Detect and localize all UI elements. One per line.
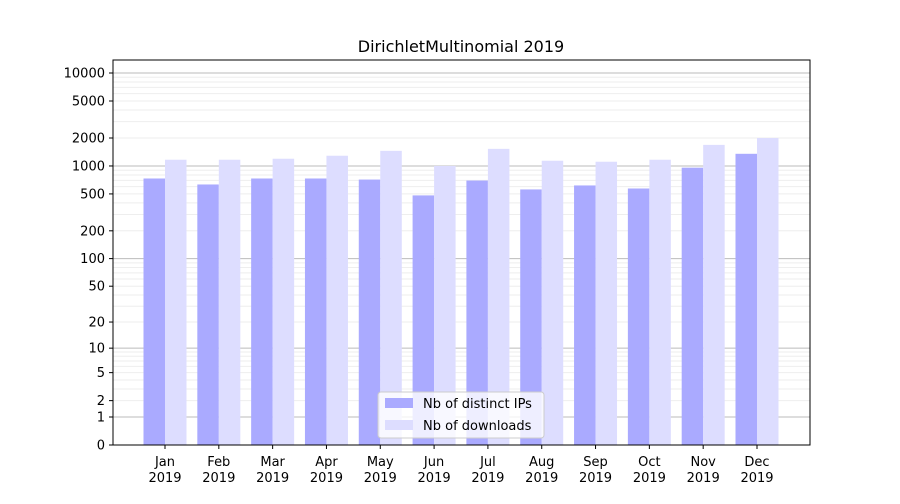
legend-label-ips: Nb of distinct IPs xyxy=(423,397,532,412)
bar-ips xyxy=(627,188,650,446)
y-tick-label: 100 xyxy=(80,252,105,267)
y-tick-label: 10 xyxy=(88,342,105,357)
chart-title: DirichletMultinomial 2019 xyxy=(358,37,564,56)
bar-downloads xyxy=(380,150,402,446)
bar-ips xyxy=(412,195,435,445)
bar-downloads xyxy=(757,137,779,445)
bar-downloads xyxy=(326,155,348,445)
y-tick-label: 10000 xyxy=(64,67,105,82)
bar-ips xyxy=(358,179,381,445)
bar-ips xyxy=(520,189,542,445)
legend-swatch-downloads xyxy=(385,420,413,430)
x-axis: Jan 2019 Feb 2019 Mar 2019 Apr 2019 May 2019 Jun 20… xyxy=(148,445,774,486)
bar-downloads xyxy=(165,159,187,446)
legend: Nb of distinct IPs Nb of downloads xyxy=(377,391,545,439)
x-tick-label: Apr 2019 xyxy=(310,455,343,486)
x-tick-label: Mar 2019 xyxy=(256,455,289,486)
y-tick-label: 200 xyxy=(80,224,105,239)
legend-box xyxy=(377,391,545,439)
bar-downloads xyxy=(487,148,510,446)
y-tick-label: 2 xyxy=(97,394,105,409)
y-tick-label: 1000 xyxy=(72,159,105,174)
y-tick-label: 5 xyxy=(97,366,105,381)
x-tick-label: Jun 2019 xyxy=(418,455,451,486)
bar-ips xyxy=(681,167,704,445)
x-tick-label: Oct 2019 xyxy=(633,455,666,486)
legend-swatch-ips xyxy=(385,398,413,408)
bar-downloads xyxy=(649,159,671,446)
bars xyxy=(143,137,779,446)
y-tick-label: 0 xyxy=(97,439,105,454)
x-tick-label: Jan 2019 xyxy=(148,455,181,486)
x-tick-label: Dec 2019 xyxy=(740,455,773,486)
x-tick-label: Nov 2019 xyxy=(687,455,720,486)
bar-downloads xyxy=(218,159,241,446)
x-tick-label: Sep 2019 xyxy=(579,455,612,486)
y-tick-label: 1 xyxy=(97,411,105,426)
x-tick-label: Jul 2019 xyxy=(471,455,504,486)
y-tick-label: 500 xyxy=(80,187,105,202)
bar-ips xyxy=(304,178,327,445)
bar-ips xyxy=(735,153,757,445)
y-tick-label: 20 xyxy=(88,316,105,331)
y-axis: 0 1 2 5 10 20 50 100 200 500 1000 2000 5000 10000 xyxy=(64,67,113,454)
plot-frame xyxy=(112,59,811,446)
bar-ips xyxy=(466,180,488,445)
x-tick-label: May 2019 xyxy=(364,455,397,486)
y-tick-label: 50 xyxy=(88,280,105,295)
bar-ips xyxy=(574,185,596,445)
bar-ips xyxy=(251,178,273,445)
bar-downloads xyxy=(272,158,295,446)
y-tick-label: 2000 xyxy=(72,131,105,146)
bar-ips xyxy=(143,178,165,445)
bar-downloads xyxy=(703,144,725,446)
bar-ips xyxy=(197,184,219,445)
x-tick-label: Feb 2019 xyxy=(202,455,235,486)
x-tick-label: Aug 2019 xyxy=(525,455,558,486)
bar-downloads xyxy=(595,161,618,445)
bar-downloads xyxy=(541,160,564,445)
y-tick-label: 5000 xyxy=(72,94,105,109)
legend-label-downloads: Nb of downloads xyxy=(423,419,532,434)
bar-downloads xyxy=(434,165,456,446)
